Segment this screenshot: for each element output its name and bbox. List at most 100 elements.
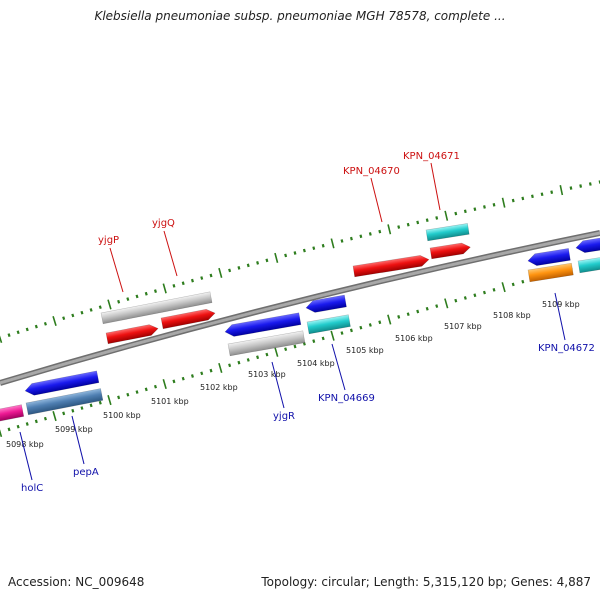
genome-info-text: Topology: circular; Length: 5,315,120 bp… <box>261 575 591 589</box>
ruler-tick-outer <box>302 248 306 253</box>
ruler-tick-inner <box>406 312 410 317</box>
ruler-tick-inner <box>218 362 223 373</box>
ruler-tick-inner <box>425 306 429 311</box>
gene-KPN_04671 <box>425 223 470 242</box>
tick-label: 5108 kbp <box>493 311 531 320</box>
tick-label: 5103 kbp <box>248 370 286 379</box>
ruler-tick-inner <box>521 279 525 284</box>
leader-line-minus <box>331 343 346 391</box>
gene-yjgR-blue <box>224 312 302 337</box>
gene-yjgQ <box>160 308 216 330</box>
ruler-tick-outer <box>473 207 477 211</box>
ruler-tick-outer <box>416 220 420 225</box>
ruler-tick-outer <box>550 190 554 194</box>
accession-text: Accession: NC_009648 <box>8 575 145 589</box>
leader-line-plus <box>430 162 441 211</box>
ruler-tick-outer <box>340 239 344 243</box>
ruler-tick-outer <box>265 258 269 263</box>
ruler-tick-inner <box>501 282 506 293</box>
ruler-tick-inner <box>284 347 288 352</box>
ruler-tick-outer <box>181 281 185 286</box>
gene-label-plus: yjgP <box>98 235 119 246</box>
ruler-layer <box>0 180 600 438</box>
ruler-tick-inner <box>246 358 250 362</box>
map-title: Klebsiella pneumoniae subsp. pneumoniae … <box>94 9 506 23</box>
gene-label-minus: KPN_04672 <box>538 343 595 354</box>
backbone-line <box>0 231 600 385</box>
gene-KPN_04670 <box>352 255 430 278</box>
gene-KPN_04669-blue <box>305 294 347 313</box>
gene-KPN_04672 <box>527 262 574 283</box>
ruler-tick-outer <box>25 327 29 332</box>
ruler-tick-outer <box>435 216 439 220</box>
ruler-tick-outer <box>256 261 260 265</box>
ruler-tick-inner <box>107 395 112 406</box>
ruler-tick-inner <box>126 392 130 397</box>
ruler-tick-inner <box>237 360 241 365</box>
leader-line-minus <box>71 415 85 465</box>
gene-yjgP <box>100 291 213 325</box>
gene-yjgQ-shape <box>160 308 216 330</box>
ruler-tick-outer <box>34 324 38 329</box>
ruler-tick-outer <box>492 203 496 207</box>
ruler-tick-inner <box>181 376 185 381</box>
tick-label: 5107 kbp <box>444 322 482 331</box>
ruler-tick-outer <box>444 210 449 221</box>
ruler-tick-inner <box>302 341 306 346</box>
ruler-tick-inner <box>274 346 279 357</box>
ruler-tick-inner <box>117 395 121 400</box>
ruler-tick-outer <box>425 218 429 223</box>
ruler-tick-outer <box>7 333 11 337</box>
ruler-tick-outer <box>43 321 47 326</box>
tick-label-layer: 5098 kbp 5099 kbp 5100 kbp 5101 kbp 5102 kbp… <box>6 300 580 449</box>
ruler-tick-outer <box>135 294 139 299</box>
ruler-tick-outer <box>540 192 544 197</box>
gene-yjgP-shape <box>100 291 213 325</box>
ruler-tick-inner <box>98 400 102 405</box>
ruler-tick-outer <box>397 225 401 229</box>
gene-KPN_04669-blue-shape <box>305 294 347 313</box>
ruler-tick-inner <box>200 371 204 376</box>
ruler-tick-outer <box>531 194 534 199</box>
ruler-tick-outer <box>16 330 20 335</box>
ruler-tick-inner <box>312 339 316 343</box>
gene-KPN_04672-shape <box>527 262 574 283</box>
ruler-tick-outer <box>483 205 486 209</box>
gene-label-plus: KPN_04671 <box>403 151 460 162</box>
ruler-tick-outer <box>501 197 506 208</box>
ruler-tick-inner <box>144 387 148 392</box>
ruler-tick-outer <box>293 251 297 255</box>
ruler-tick-inner <box>416 309 420 314</box>
leader-line-minus <box>271 361 285 409</box>
ruler-tick-outer <box>387 224 392 235</box>
gene-edge-blue <box>575 235 600 253</box>
ruler-tick-inner <box>7 427 11 432</box>
gene-yjgR-blue-shape <box>224 312 302 337</box>
ruler-tick-outer <box>52 315 57 327</box>
ruler-tick-outer <box>521 196 525 201</box>
ruler-tick-inner <box>492 288 496 292</box>
ruler-tick-outer <box>579 184 583 188</box>
ruler-tick-outer <box>0 335 3 344</box>
gene-label-minus: pepA <box>73 467 99 478</box>
gene-KPN_04670-shape <box>352 255 430 278</box>
tick-label: 5105 kbp <box>346 346 384 355</box>
ruler-tick-outer <box>463 209 467 214</box>
ruler-tick-outer <box>190 278 194 283</box>
ruler-tick-inner <box>172 379 176 384</box>
gene-edge-cyan-shape <box>577 254 600 274</box>
leader-line-minus <box>554 292 566 341</box>
ruler-tick-outer <box>209 273 213 278</box>
ruler-tick-inner <box>435 304 439 308</box>
gene-edge-cyan <box>577 254 600 274</box>
ruler-tick-outer <box>144 291 148 296</box>
ruler-tick-inner <box>321 336 325 341</box>
leader-line-plus <box>370 177 383 223</box>
ruler-tick-outer <box>153 289 157 293</box>
ruler-tick-inner <box>80 406 84 410</box>
gene-label-plus: KPN_04670 <box>343 166 400 177</box>
ruler-tick-inner <box>256 355 260 360</box>
ruler-tick-inner <box>153 384 157 389</box>
